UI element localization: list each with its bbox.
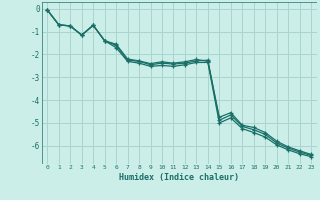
X-axis label: Humidex (Indice chaleur): Humidex (Indice chaleur) [119,173,239,182]
